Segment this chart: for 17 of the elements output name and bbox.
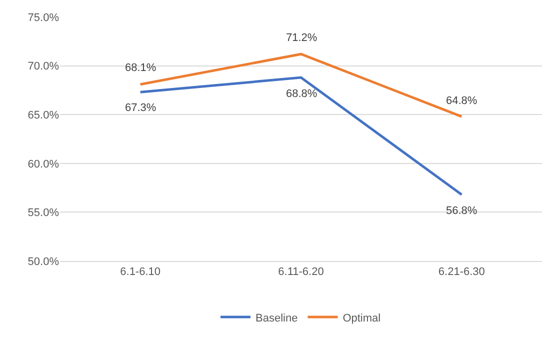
- data-label: 64.8%: [446, 95, 478, 107]
- data-label: 68.8%: [286, 88, 318, 100]
- y-tick-label: 65.0%: [28, 109, 60, 122]
- data-label: 67.3%: [125, 102, 156, 114]
- x-tick-label: 6.21-6.30: [438, 266, 485, 278]
- y-tick-label: 55.0%: [28, 207, 60, 220]
- legend-label: Optimal: [342, 312, 381, 324]
- data-label: 71.2%: [286, 32, 318, 44]
- data-label: 56.8%: [446, 205, 478, 217]
- legend-label: Baseline: [256, 312, 298, 324]
- data-label: 68.1%: [125, 62, 156, 74]
- x-tick-label: 6.1-6.10: [120, 266, 161, 278]
- x-tick-label: 6.11-6.20: [278, 266, 324, 278]
- y-tick-label: 60.0%: [28, 158, 60, 170]
- y-tick-label: 75.0%: [28, 12, 60, 24]
- y-tick-label: 50.0%: [28, 256, 60, 268]
- y-tick-label: 70.0%: [28, 60, 60, 73]
